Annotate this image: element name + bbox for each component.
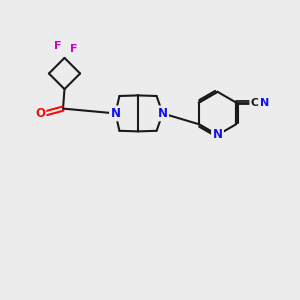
- Text: O: O: [35, 106, 45, 120]
- Text: N: N: [110, 107, 121, 120]
- Text: N: N: [158, 107, 168, 120]
- Text: F: F: [70, 44, 77, 55]
- Text: N: N: [212, 128, 223, 142]
- Text: F: F: [54, 41, 62, 52]
- Text: N: N: [260, 98, 269, 108]
- Text: C: C: [251, 98, 259, 108]
